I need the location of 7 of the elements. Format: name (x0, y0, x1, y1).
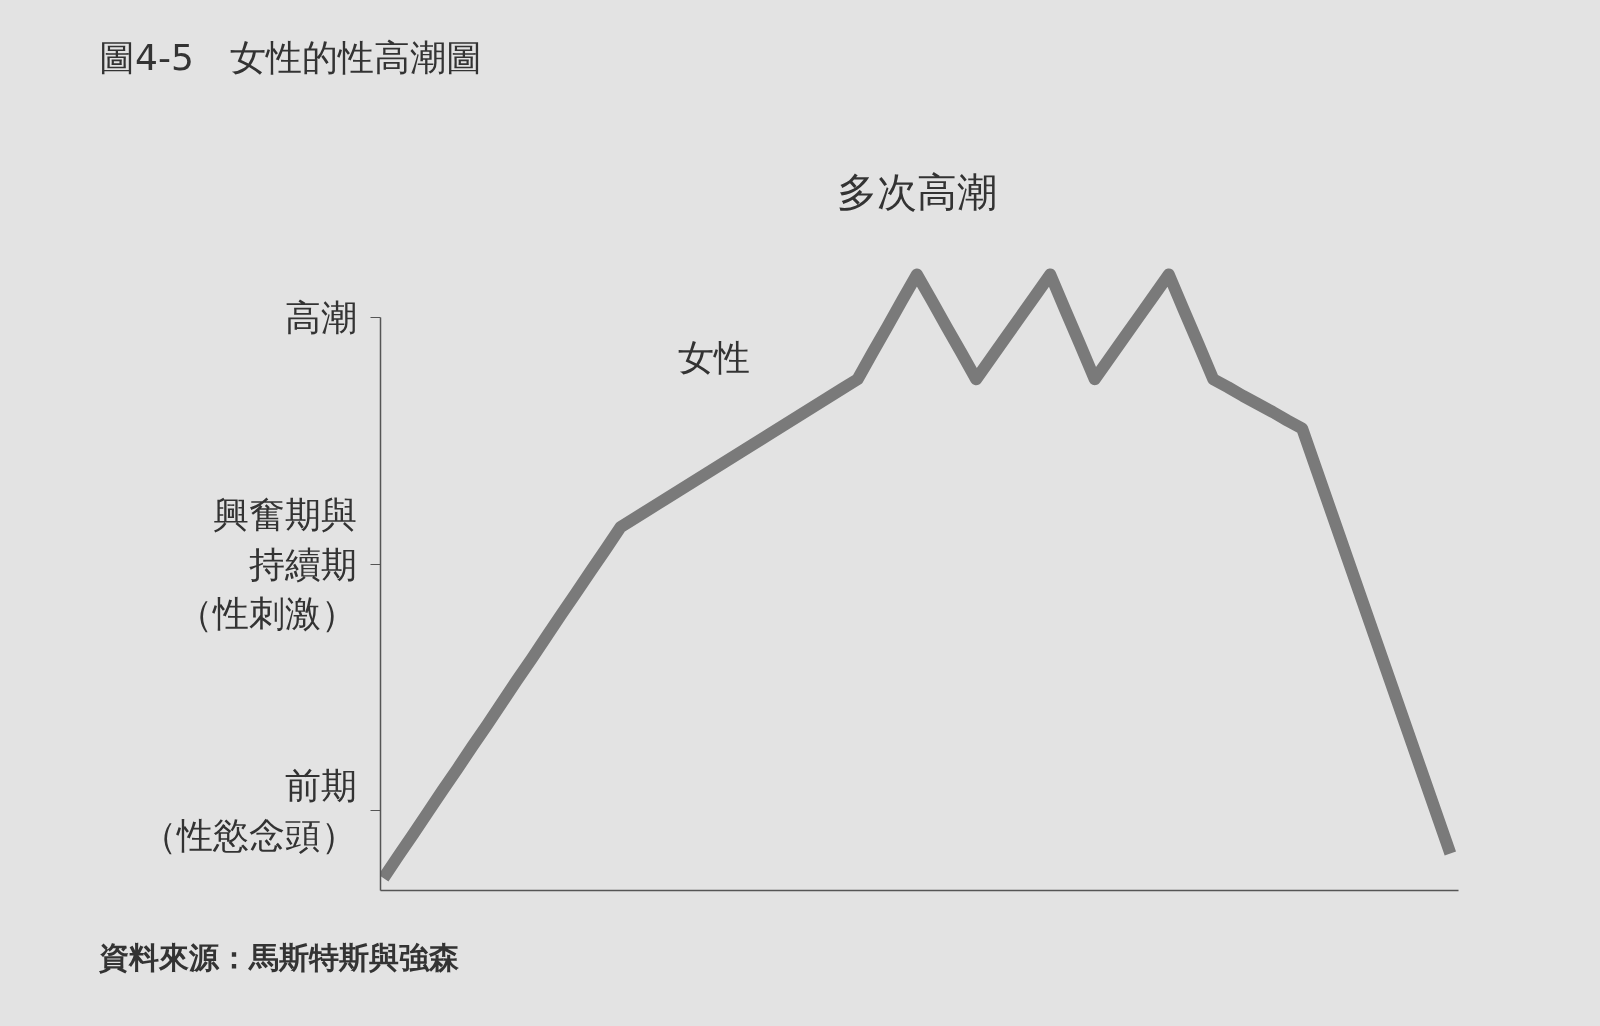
text: 高潮 (284, 297, 357, 339)
source-note: 資料來源：馬斯特斯與強森 (99, 940, 459, 976)
annotation: 多次高潮 (836, 168, 997, 215)
text: 前期（性慾念頭） (140, 765, 357, 856)
chart-title: 圖4-5 女性的性高潮圖 (99, 36, 482, 80)
series-label: 女性 (678, 337, 751, 379)
text: 興奮期與持續期（性刺激） (176, 494, 357, 634)
